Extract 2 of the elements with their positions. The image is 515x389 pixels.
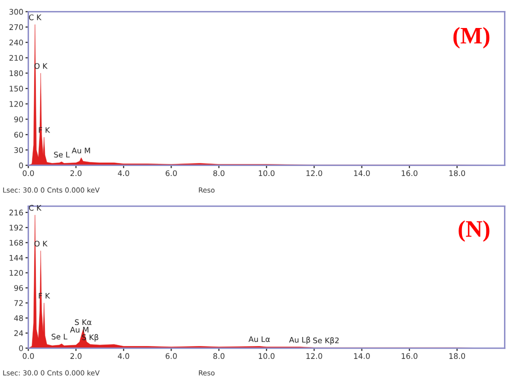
text: (M) — [453, 27, 490, 48]
text: (N) — [458, 220, 490, 242]
